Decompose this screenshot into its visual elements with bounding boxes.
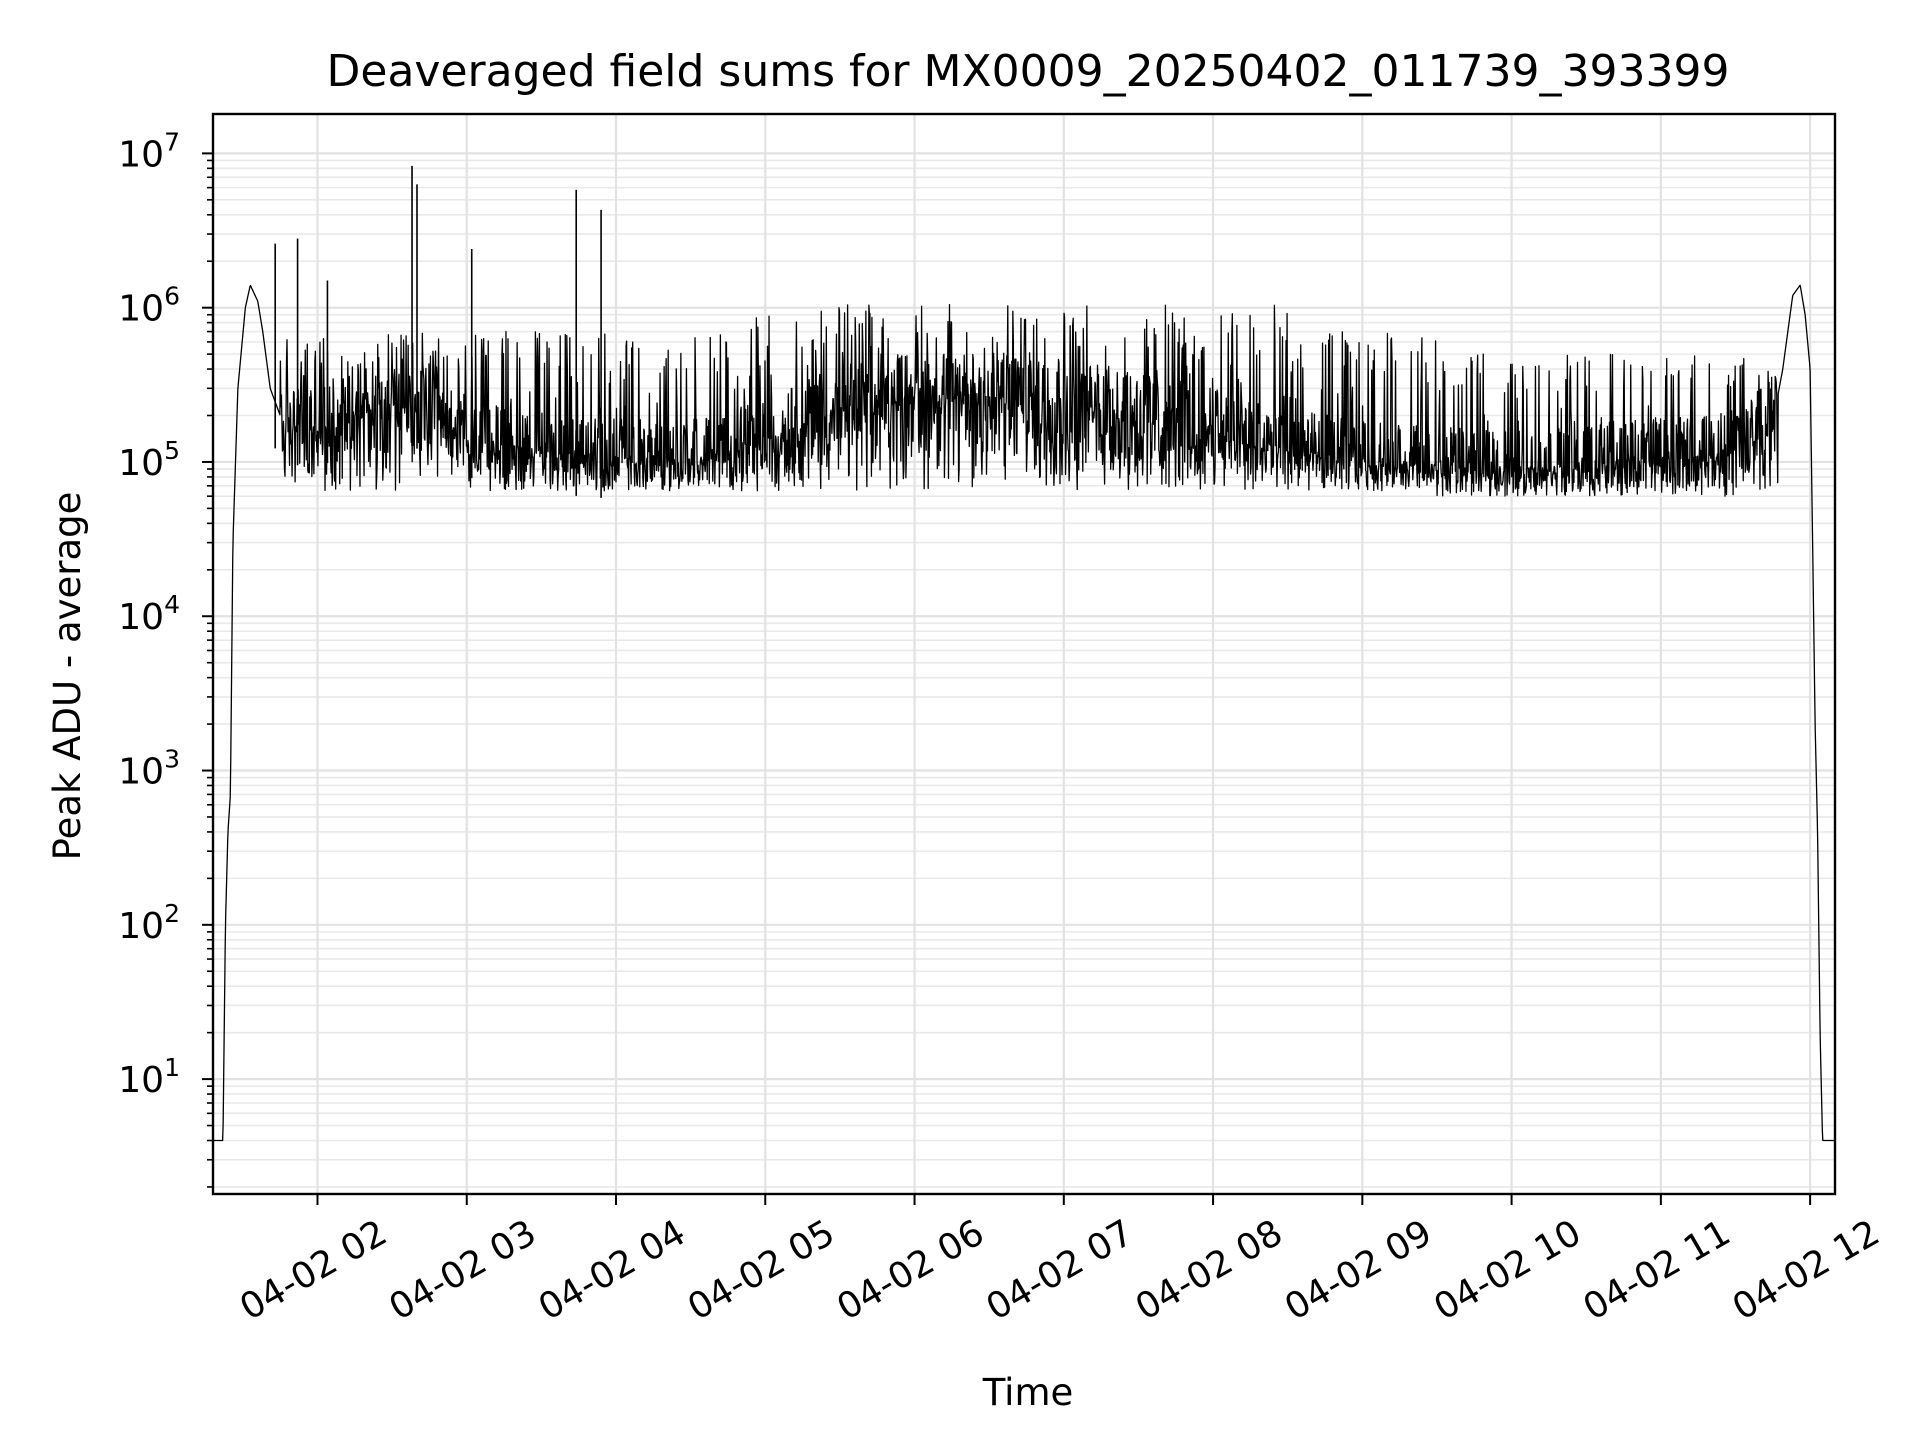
- y-tick-label: 102: [118, 899, 180, 947]
- major-grid: [213, 114, 1835, 1194]
- y-tick-label: 106: [118, 282, 180, 330]
- series-line: [212, 284, 1836, 1142]
- y-tick-label: 105: [118, 436, 180, 484]
- y-tick-label: 107: [118, 127, 180, 175]
- plot-area-frame: [211, 112, 1837, 1196]
- data-series: [212, 165, 1836, 1142]
- y-tick-label: 101: [118, 1053, 180, 1101]
- y-axis-title: Peak ADU - average: [46, 492, 89, 861]
- x-axis-title: Time: [982, 1371, 1074, 1414]
- y-tick-label: 103: [118, 745, 180, 793]
- y-tick-label: 104: [118, 590, 180, 638]
- minor-grid: [213, 159, 1835, 1188]
- chart-title: Deaveraged field sums for MX0009_2025040…: [327, 46, 1730, 97]
- y-axis: 101 102 103 104 105 106 107: [118, 127, 213, 1188]
